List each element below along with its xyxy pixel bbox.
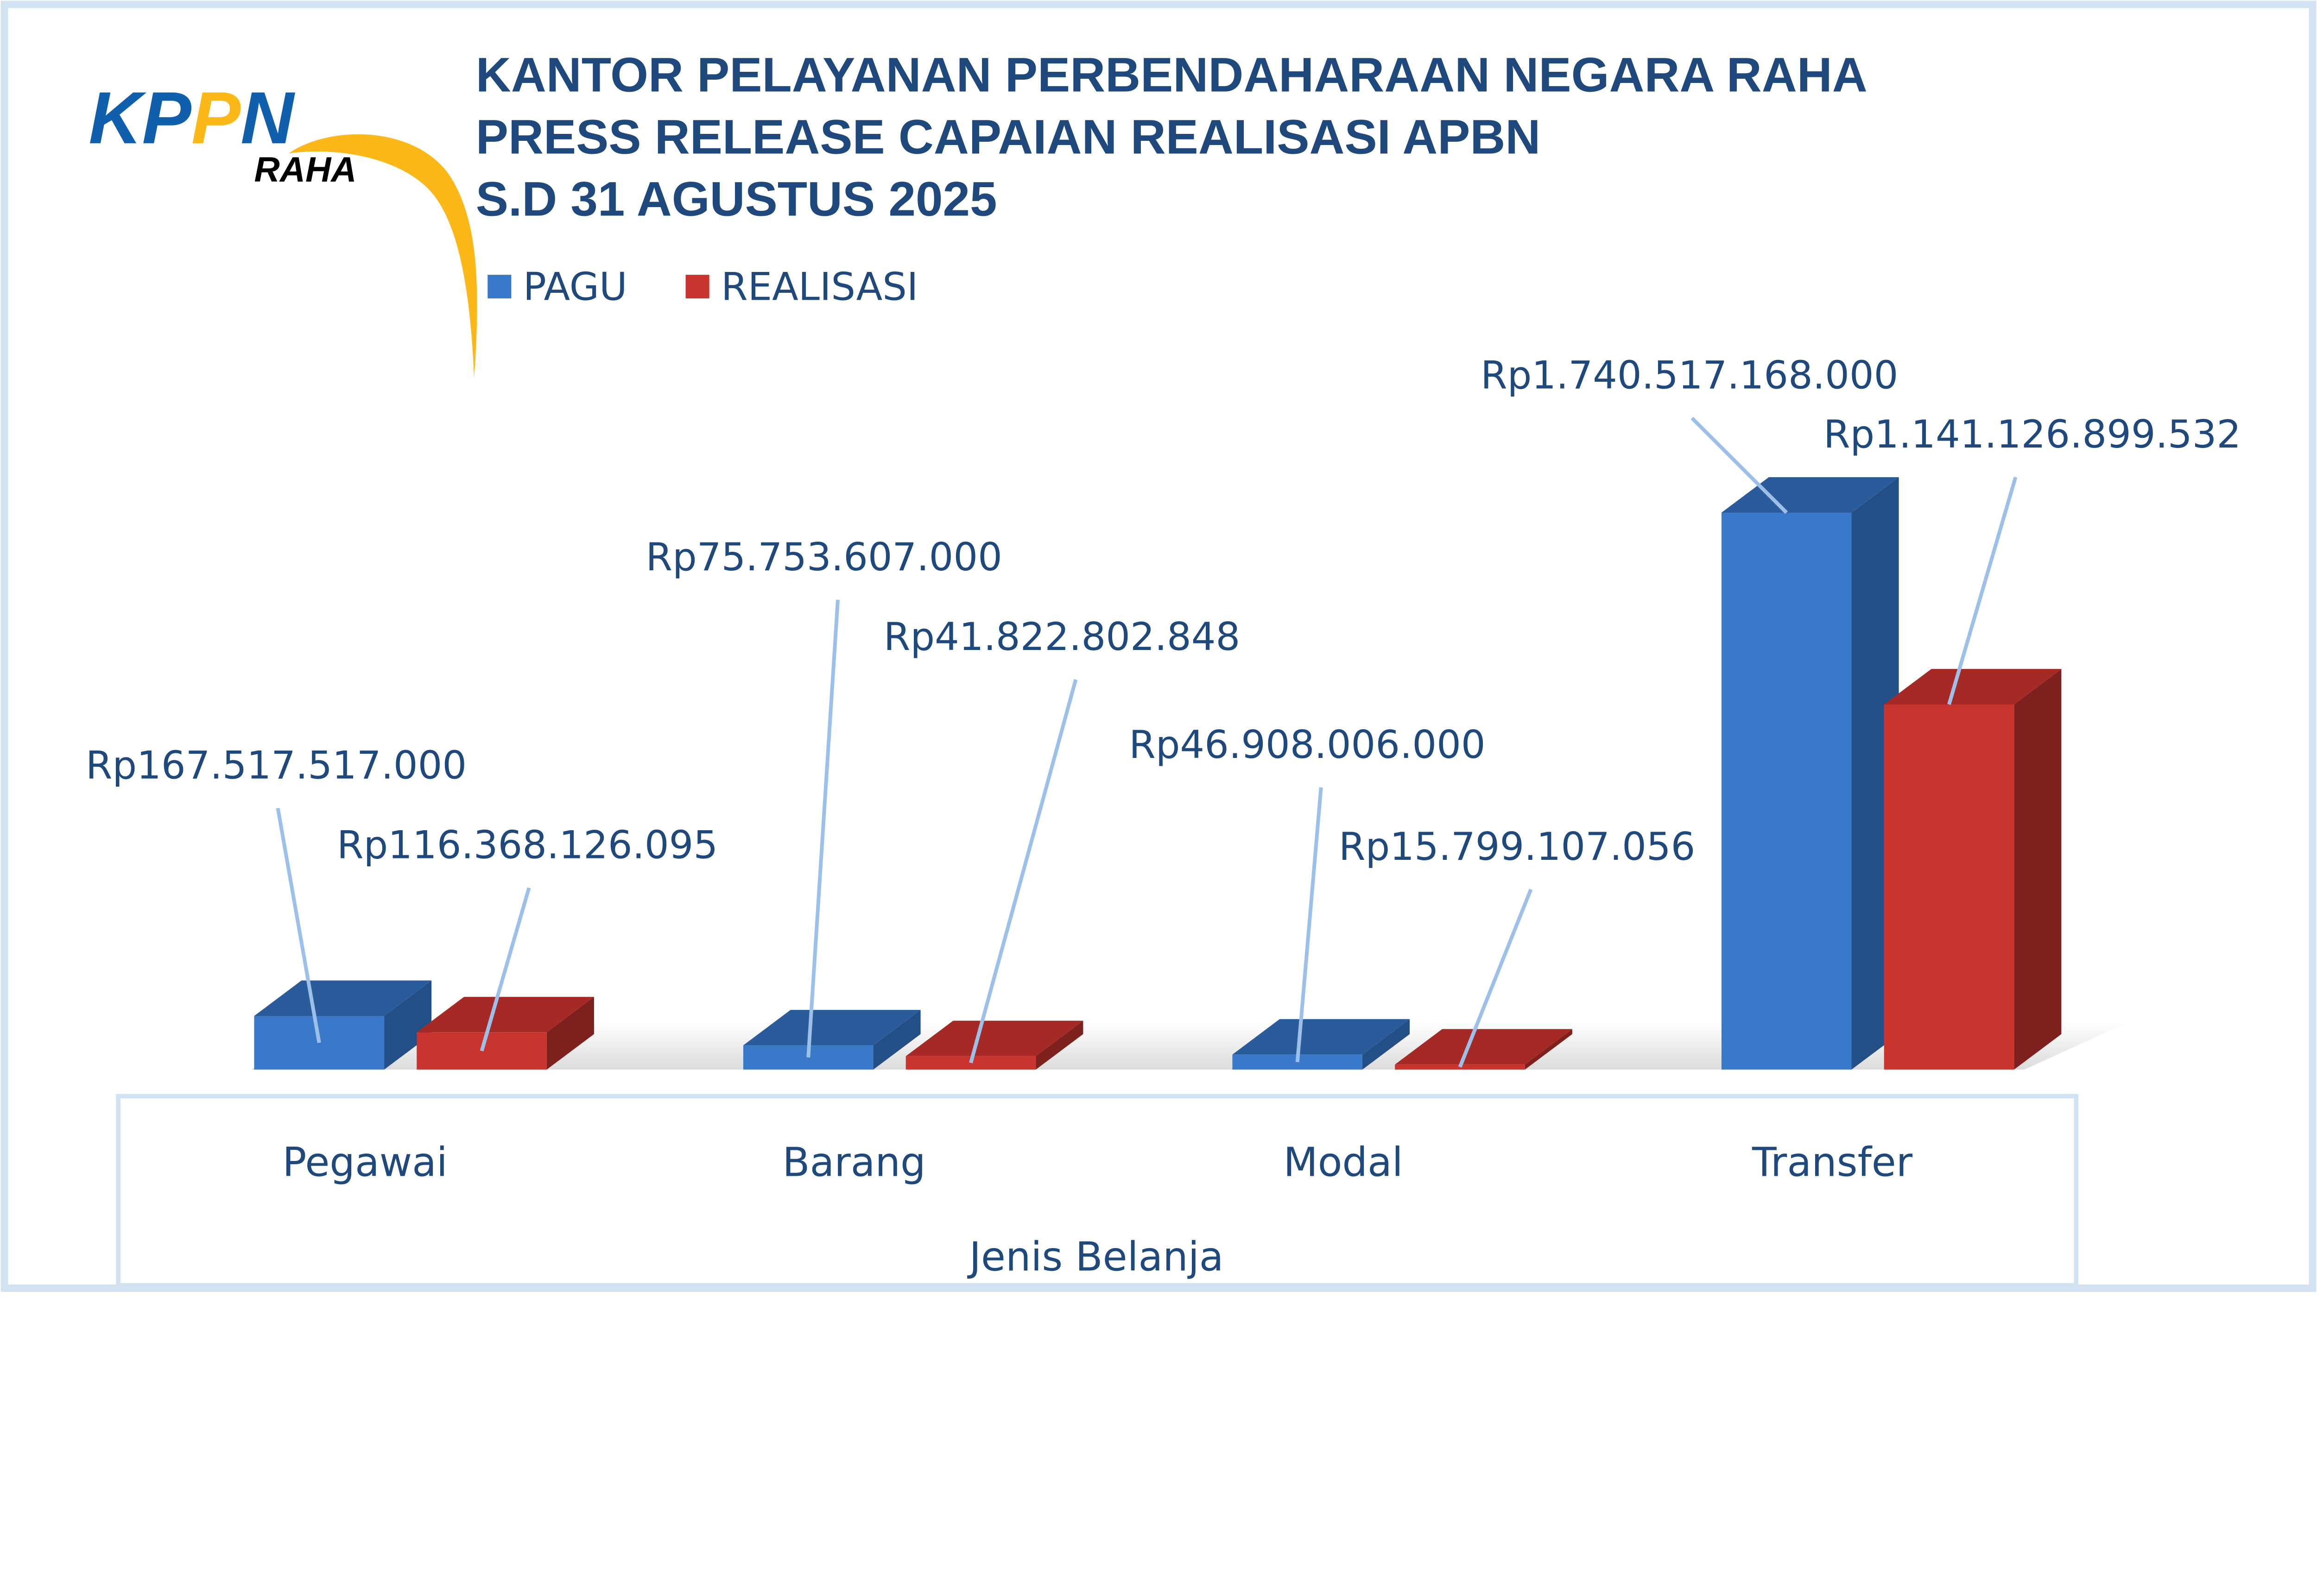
data-label: Rp41.822.802.848 [884, 614, 1240, 659]
leader-line [1295, 787, 1323, 1062]
x-tick-label: Modal [1283, 1139, 1403, 1186]
leader-line [480, 887, 531, 1052]
leader-line [1458, 889, 1533, 1068]
legend-swatch-realisasi [685, 275, 709, 299]
legend: PAGU REALISASI [487, 264, 918, 309]
x-tick-label: Pegawai [283, 1139, 448, 1186]
data-label: Rp15.799.107.056 [1339, 824, 1695, 869]
bar-top [1395, 1029, 1572, 1065]
leader-line [276, 807, 321, 1043]
chart-title-line-2: PRESS RELEASE CAPAIAN REALISASI APBN [476, 110, 1541, 164]
legend-swatch-pagu [487, 275, 512, 299]
bar-top [417, 997, 594, 1033]
x-axis-title: Jenis Belanja [967, 1234, 1224, 1280]
legend-label-pagu: PAGU [523, 264, 627, 309]
bar-side [1362, 1019, 1410, 1070]
chart-floor [251, 1022, 2128, 1070]
axis-box [116, 1094, 2079, 1288]
chart: KPPN RAHA KANTOR PELAYANAN PERBENDAHARAA… [0, 0, 2317, 1292]
bar-top [1884, 669, 2062, 705]
bar-top [254, 980, 432, 1016]
leader-line [1690, 416, 1788, 514]
data-label: Rp1.141.126.899.532 [1823, 412, 2241, 457]
logo-sub: RAHA [254, 150, 356, 189]
leader-line [969, 679, 1078, 1064]
chart-title-line-1: KANTOR PELAYANAN PERBENDAHARAAN NEGARA R… [476, 48, 1868, 102]
x-tick-label: Transfer [1752, 1139, 1913, 1186]
bar-side [873, 1009, 921, 1070]
bar-side [546, 997, 594, 1070]
leader-line [1947, 476, 2018, 705]
bar-side [2014, 669, 2062, 1070]
bar-top [1232, 1019, 1410, 1055]
bar-top [905, 1021, 1083, 1056]
kppn-logo: KPPN RAHA [89, 76, 477, 378]
bar-side [1036, 1021, 1083, 1070]
data-label: Rp75.753.607.000 [646, 535, 1002, 580]
chart-border [0, 0, 2317, 1292]
legend-label-realisasi: REALISASI [721, 264, 918, 309]
leader-line [806, 599, 840, 1058]
bar-top [743, 1009, 921, 1046]
bar-pagu-transfer [1721, 512, 1852, 1070]
data-label: Rp116.368.126.095 [337, 823, 718, 868]
bars-group: Rp167.517.517.000 Rp116.368.126.095 Rp75.7… [86, 353, 2241, 1070]
bar-pagu-pegawai [254, 1016, 385, 1070]
logo-text: KPPN [89, 76, 295, 159]
bar-realisasi-transfer [1884, 704, 2014, 1070]
bar-side [1525, 1029, 1572, 1070]
x-axis-labels: Pegawai Barang Modal Transfer [283, 1139, 1913, 1186]
chart-title-line-3: S.D 31 AGUSTUS 2025 [476, 172, 997, 227]
data-label: Rp1.740.517.168.000 [1481, 353, 1898, 398]
data-label: Rp167.517.517.000 [86, 743, 467, 788]
x-tick-label: Barang [783, 1139, 926, 1186]
bar-top [1721, 477, 1899, 513]
bar-realisasi-modal [1395, 1064, 1525, 1070]
bar-side [384, 980, 432, 1070]
data-label: Rp46.908.006.000 [1129, 722, 1485, 767]
